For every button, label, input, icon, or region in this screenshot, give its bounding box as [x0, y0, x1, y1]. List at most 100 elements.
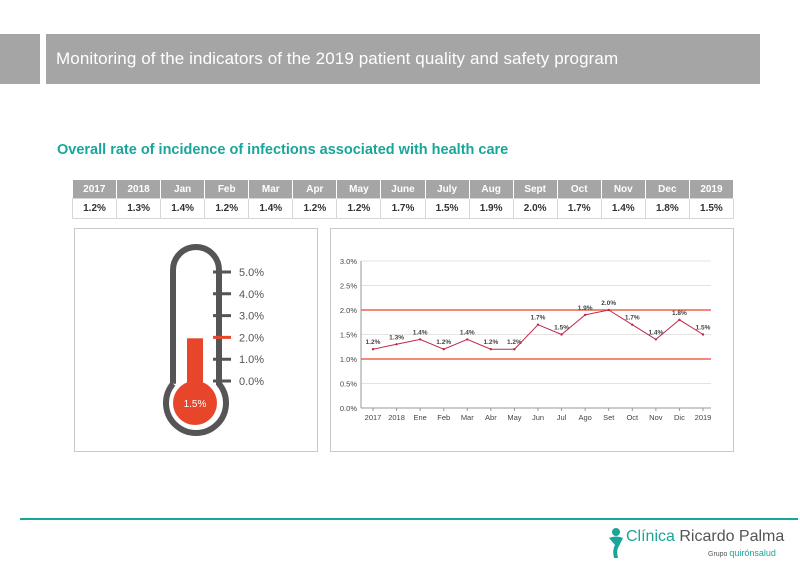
table-cell: 1.5% — [688, 198, 735, 219]
chart-point — [513, 348, 516, 351]
table-header-cell: Sept — [513, 180, 558, 199]
chart-data-label: 1.2% — [483, 339, 498, 346]
chart-data-label: 1.5% — [554, 325, 569, 332]
table-header-cell: May — [336, 180, 382, 199]
chart-point — [442, 348, 445, 351]
table-cell: 2.0% — [512, 198, 558, 219]
footer-divider — [20, 518, 798, 520]
table-header-row: 2017 2018 Jan Feb Mar Apr May June July Aug Sept Oc… — [72, 180, 735, 199]
chart-point — [678, 318, 681, 321]
chart-data-label: 1.2% — [436, 339, 451, 346]
chart-data-label: 1.5% — [696, 325, 711, 332]
thermometer-outline — [163, 244, 229, 436]
thermometer-scale-label: 5.0% — [239, 267, 264, 279]
chart-y-tick-label: 0.5% — [340, 380, 357, 389]
table-cell: 1.7% — [556, 198, 602, 219]
chart-x-tick-label: Jun — [532, 413, 544, 422]
chart-x-tick-label: Ene — [413, 413, 426, 422]
thermometer-panel: 1.5% 5.0% 4.0% 3.0% 2.0% 1.0% 0.0% — [74, 228, 318, 452]
chart-point — [395, 343, 398, 346]
chart-point — [654, 338, 658, 341]
chart-x-tick-label: Abr — [485, 413, 497, 422]
title-banner: Monitoring of the indicators of the 2019… — [0, 34, 760, 84]
logo-group-brand: quirónsalud — [729, 548, 776, 558]
chart-data-label: 1.4% — [648, 329, 663, 336]
chart-data-label: 1.2% — [366, 339, 381, 346]
banner-divider — [40, 34, 46, 84]
line-chart: 3.0% 2.5% 2.0% 1.5% 1.0% 0.5% 0.0% 2017 2018 Ene F… — [340, 257, 712, 422]
table-header-cell: June — [380, 180, 426, 199]
chart-data-label: 2.0% — [601, 300, 616, 307]
thermometer-bulb — [173, 381, 217, 425]
thermometer-value-label: 1.5% — [184, 399, 207, 410]
chart-point — [560, 333, 563, 336]
chart-data-label: 1.2% — [507, 339, 522, 346]
chart-x-tick-label: May — [507, 413, 521, 422]
table-cell: 1.3% — [116, 198, 162, 219]
chart-point — [466, 338, 469, 341]
table-header-cell: 2019 — [689, 180, 735, 199]
chart-point — [583, 313, 587, 317]
chart-data-label: 1.7% — [625, 315, 640, 322]
chart-x-tick-label: Nov — [649, 413, 663, 422]
table-cell: 1.4% — [600, 198, 646, 219]
chart-data-label: 1.4% — [460, 329, 475, 336]
table-cell: 1.4% — [160, 198, 206, 219]
table-header-cell: Aug — [469, 180, 514, 199]
logo-name-first: Clínica — [626, 528, 675, 545]
chart-data-label: 1.9% — [578, 305, 593, 312]
chart-point — [418, 338, 422, 341]
table-row: 1.2% 1.3% 1.4% 1.2% 1.4% 1.2% 1.2% 1.7% 1.5% 1.9%… — [71, 198, 735, 219]
table-cell: 1.2% — [336, 198, 382, 219]
table-header-cell: 2017 — [72, 180, 118, 199]
chart-y-tick-label: 3.0% — [340, 257, 357, 266]
table-cell: 1.7% — [380, 198, 426, 219]
chart-y-tick-label: 0.0% — [340, 404, 357, 413]
table-cell: 1.9% — [468, 198, 514, 219]
chart-x-tick-label: 2019 — [695, 413, 712, 422]
thermometer-scale-label: 0.0% — [239, 376, 264, 388]
chart-x-tick-label: 2018 — [388, 413, 405, 422]
chart-x-tick-label: Set — [603, 413, 615, 422]
logo-group-prefix: Grupo — [708, 551, 730, 558]
chart-x-tick-label: Feb — [437, 413, 450, 422]
chart-point — [607, 308, 610, 312]
chart-x-tick-label: Dic — [674, 413, 685, 422]
clinic-logo: Clínica Ricardo Palma Grupo quirónsalud — [606, 522, 796, 562]
chart-data-label: 1.3% — [389, 334, 404, 341]
chart-x-tick-label: 2017 — [365, 413, 382, 422]
chart-point — [631, 323, 634, 326]
table-cell: 1.4% — [248, 198, 294, 219]
chart-point — [536, 323, 540, 326]
chart-point — [701, 333, 705, 336]
table-cell: 1.2% — [204, 198, 250, 219]
table-header-cell: Jan — [160, 180, 206, 199]
table-header-cell: 2018 — [116, 180, 162, 199]
rates-table: 2017 2018 Jan Feb Mar Apr May June July Aug Sept Oc… — [71, 180, 735, 219]
chart-x-tick-label: Mar — [461, 413, 474, 422]
table-header-cell: July — [425, 180, 470, 199]
chart-data-label: 1.4% — [413, 329, 428, 336]
logo-name: Clínica Ricardo Palma — [626, 528, 784, 546]
table-header-cell: Nov — [601, 180, 646, 199]
chart-x-tick-label: Ago — [578, 413, 591, 422]
thermometer-scale-label: 3.0% — [239, 311, 264, 323]
table-header-cell: Oct — [557, 180, 602, 199]
table-cell: 1.2% — [292, 198, 338, 219]
chart-point — [371, 348, 375, 351]
logo-name-rest: Ricardo Palma — [674, 528, 785, 545]
thermometer-scale-label: 1.0% — [239, 354, 264, 366]
table-header-cell: Mar — [248, 180, 294, 199]
chart-data-label: 1.7% — [531, 315, 546, 322]
chart-x-tick-label: Jul — [557, 413, 567, 422]
thermometer-scale-label: 2.0% — [239, 332, 264, 344]
table-cell: 1.5% — [424, 198, 470, 219]
chart-point — [489, 348, 493, 351]
line-chart-panel: 3.0% 2.5% 2.0% 1.5% 1.0% 0.5% 0.0% 2017 2018 Ene F… — [330, 228, 734, 452]
chart-y-tick-label: 2.5% — [340, 282, 357, 291]
thermometer-gauge: 1.5% 5.0% 4.0% 3.0% 2.0% 1.0% 0.0% — [163, 244, 264, 436]
chart-y-tick-label: 1.5% — [340, 331, 357, 340]
chart-y-tick-label: 1.0% — [340, 355, 357, 364]
section-subtitle: Overall rate of incidence of infections … — [57, 142, 509, 158]
table-cell: 1.8% — [644, 198, 690, 219]
